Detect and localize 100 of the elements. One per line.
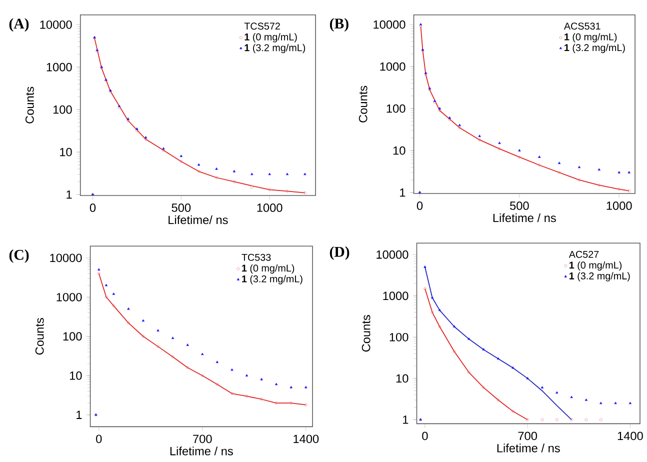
point [423,286,426,290]
point [496,398,500,402]
point [156,344,160,348]
point [268,188,272,191]
chart-title: (B) [330,18,348,32]
point [200,374,204,377]
point [216,382,219,386]
point [438,108,442,112]
x-axis-title: Lifetime / ns [170,446,233,456]
chart-title: (D) [330,246,350,260]
point [144,138,148,141]
x-tick-label: 0 [416,201,423,210]
y-axis-title: Counts [35,318,44,354]
y-tick-label: 10 [396,374,408,382]
point [478,138,482,142]
y-axis-title: Counts [358,86,368,122]
y-tick-label: 100 [53,105,72,114]
y-tick-label: 1000 [46,62,72,72]
x-axis-title: Lifetime / ns [493,213,556,222]
point [526,418,530,421]
y-tick-label: 1 [76,410,82,419]
point [286,189,289,192]
legend-label: 1 (0 mg/mL) [242,264,294,274]
chart-title: (A) [9,18,29,32]
legend-label: 1 (0 mg/mL) [244,32,297,42]
legend-title: AC527 [568,250,599,258]
line-series [98,272,306,406]
x-tick-label: 1000 [257,203,282,212]
point [555,418,558,421]
legend-label: 1 (0 mg/mL) [564,32,617,42]
y-tick-label: 100 [390,332,408,342]
x-tick-label: 500 [172,203,191,212]
x-tick-label: 1400 [618,432,643,440]
line-series [424,288,528,420]
point [467,370,470,374]
legend-title: ACS531 [564,22,600,30]
point [518,155,521,158]
point [540,418,544,421]
x-tick-label: 0 [422,432,428,440]
legend-label: 1 (3.2 mg/mL) [569,272,630,282]
point [570,418,574,421]
point [482,386,486,389]
point [245,394,248,398]
point [458,126,462,130]
y-tick-label: 1000 [380,62,406,71]
point [452,350,456,353]
legend-label: 1 (0 mg/mL) [569,261,622,270]
point [186,366,190,369]
point [430,310,434,314]
point [578,178,581,182]
point [232,180,236,184]
y-tick-label: 10 [60,148,72,156]
point [142,334,145,338]
legend-title: TCS572 [244,22,280,30]
point [180,160,183,163]
point [599,418,602,421]
point [215,176,218,179]
y-tick-label: 10000 [40,20,72,29]
point [97,272,100,275]
chart-title: (C) [9,249,29,263]
point [438,324,442,328]
point [171,355,174,358]
point [598,183,601,186]
y-tick-label: 100 [63,332,82,340]
point [290,401,293,404]
point [126,321,130,324]
point [197,170,200,173]
y-axis-title: Counts [362,314,370,352]
point [303,191,306,194]
point [230,392,234,395]
point [304,403,308,406]
legend-title: TC533 [242,254,271,261]
x-tick-label: 1400 [294,434,319,443]
point [162,148,165,152]
point [118,106,121,110]
point [558,170,561,174]
y-tick-label: 10000 [50,254,82,262]
y-tick-label: 10 [70,371,82,380]
x-tick-label: 700 [518,432,538,440]
point [584,418,588,421]
y-tick-label: 10000 [376,250,408,259]
point [511,410,514,413]
point [618,188,621,191]
legend-label: 1 (3.2 mg/mL) [244,44,306,53]
y-tick-label: 1 [403,415,408,424]
x-tick-label: 1000 [606,201,632,210]
point [260,398,264,401]
y-tick-label: 1000 [56,292,82,302]
point [419,24,422,28]
y-tick-label: 100 [386,104,406,113]
legend-label: 1 (3.2 mg/mL) [242,274,302,284]
point [628,189,631,192]
point [538,163,541,166]
y-tick-label: 1000 [383,292,408,300]
x-axis-title: Lifetime / ns [497,443,560,452]
y-tick-label: 10 [393,146,406,155]
point [274,401,278,404]
point [112,304,116,308]
x-tick-label: 500 [510,201,529,210]
y-axis-title: Counts [25,86,34,124]
